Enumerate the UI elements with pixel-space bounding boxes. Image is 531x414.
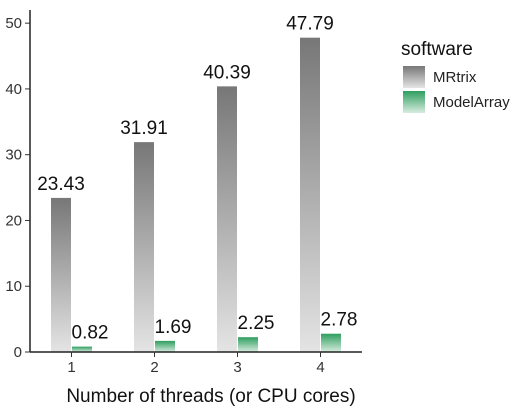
bar-mrtrix-1 <box>51 197 71 352</box>
legend-title: software <box>401 39 473 60</box>
bar-modelarray-3 <box>238 337 258 352</box>
bars <box>51 37 341 353</box>
data-label-mrtrix-2: 31.91 <box>120 118 168 139</box>
y-tick-label: 10 <box>5 278 22 295</box>
x-tick-label: 2 <box>150 359 158 376</box>
legend-key-mrtrix <box>403 66 425 88</box>
x-tick-label: 3 <box>233 359 241 376</box>
y-tick-label: 0 <box>14 344 22 361</box>
data-label-mrtrix-1: 23.43 <box>37 174 85 195</box>
data-label-modelarray-2: 1.69 <box>155 317 192 338</box>
y-tick-label: 40 <box>5 81 22 98</box>
legend: software MRtrix ModelArray <box>401 39 510 113</box>
data-label-mrtrix-3: 40.39 <box>203 62 251 83</box>
bar-modelarray-4 <box>321 333 341 352</box>
data-label-mrtrix-4: 47.79 <box>286 14 334 35</box>
axes <box>29 10 362 353</box>
data-label-modelarray-4: 2.78 <box>321 310 358 331</box>
y-axis-ticks: 0 10 20 30 40 50 <box>5 15 30 361</box>
x-axis-ticks: 1 2 3 4 <box>67 352 325 376</box>
legend-label-modelarray: ModelArray <box>433 94 510 111</box>
y-tick-label: 20 <box>5 212 22 229</box>
bar-modelarray-2 <box>155 340 175 352</box>
x-axis-title: Number of threads (or CPU cores) <box>66 386 355 407</box>
y-tick-label: 30 <box>5 147 22 164</box>
data-label-modelarray-1: 0.82 <box>72 323 109 344</box>
bar-mrtrix-4 <box>300 37 320 353</box>
legend-label-mrtrix: MRtrix <box>433 69 477 86</box>
bar-modelarray-1 <box>72 346 92 352</box>
bar-mrtrix-2 <box>134 142 154 352</box>
bar-mrtrix-3 <box>217 86 237 352</box>
data-label-modelarray-3: 2.25 <box>238 313 275 334</box>
x-tick-label: 4 <box>316 359 324 376</box>
bar-data-labels: 23.43 0.82 31.91 1.69 40.39 2.25 47.79 2.78 <box>37 14 357 344</box>
legend-key-modelarray <box>403 91 425 113</box>
y-tick-label: 50 <box>5 15 22 32</box>
x-tick-label: 1 <box>67 359 75 376</box>
